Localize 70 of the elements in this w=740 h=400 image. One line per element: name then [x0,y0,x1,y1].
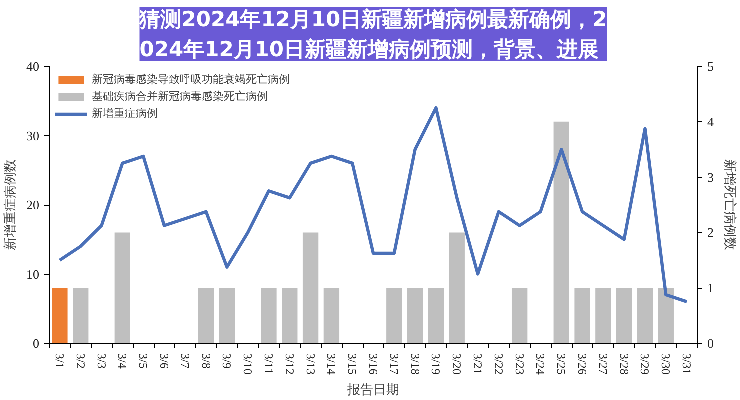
bar [52,288,68,344]
bar [574,288,590,344]
bar [449,232,465,344]
x-tick-label: 3/18 [408,354,422,375]
x-tick-label: 3/17 [387,354,402,375]
x-tick-label: 3/9 [220,354,234,369]
x-tick-label: 3/4 [116,354,130,369]
y-tick-label: 0 [33,336,40,351]
y2-tick-label: 3 [708,170,714,185]
x-tick-label: 3/10 [241,354,256,375]
y2-tick-label: 4 [708,114,714,130]
x-tick-label: 3/11 [262,354,276,374]
x-tick-label: 3/31 [680,354,694,375]
x-tick-label: 3/22 [492,354,506,375]
x-tick-label: 3/5 [136,354,151,369]
y2-axis-title: 新增死亡病例数 [722,160,738,250]
bar [219,288,236,344]
x-tick-label: 3/13 [304,354,318,375]
x-tick-label: 3/16 [366,354,380,375]
y-tick-label: 30 [26,128,40,144]
bar [407,288,424,344]
legend-label: 新冠病毒感染导致呼吸功能衰竭死亡病例 [92,72,290,87]
x-tick-label: 3/27 [596,354,610,375]
x-tick-label: 3/19 [429,354,444,375]
bar [386,288,402,344]
x-tick-label: 3/7 [178,354,192,369]
bar [596,288,612,344]
y2-tick-label: 2 [708,225,714,240]
x-tick-label: 3/15 [346,354,360,375]
bar [554,122,570,344]
y-tick-label: 10 [26,266,40,282]
x-tick-label: 3/12 [282,354,297,375]
bar [302,232,319,344]
bar [73,288,89,344]
bar [637,288,654,344]
x-tick-label: 3/20 [450,354,464,375]
x-tick-label: 3/8 [199,354,214,369]
x-tick-label: 3/25 [554,354,569,375]
x-tick-label: 3/30 [659,354,674,375]
bar [261,288,277,344]
bar [198,288,214,344]
bar [616,288,632,344]
bar [282,288,298,344]
legend-label: 新增重症病例 [92,106,158,121]
x-axis-title: 报告日期 [346,382,400,398]
bar [114,232,130,344]
bar [512,288,528,344]
line-series [58,106,689,304]
y2-tick-label: 1 [708,280,714,296]
y2-tick-label: 0 [708,336,714,351]
x-tick-label: 3/3 [94,354,109,369]
x-tick-label: 3/23 [512,354,527,375]
x-tick-label: 3/6 [157,354,172,369]
x-tick-label: 3/29 [638,354,652,375]
x-tick-label: 3/2 [74,354,88,369]
y-axis-title: 新增重症病例数 [4,160,18,250]
legend-label: 基础疾病合并新冠病毒感染死亡病例 [92,89,268,104]
y-tick-label: 20 [26,198,40,212]
chart-title: 猜测2024年12月10日新疆新增病例最新确例，2024年12月10日新疆新增病例预测，背景、进展 [138,8,608,62]
y2-tick-label: 5 [708,59,714,74]
x-tick-label: 3/14 [324,354,339,375]
bar [324,288,340,344]
x-tick-label: 3/24 [534,354,548,375]
x-tick-label: 3/1 [52,354,67,369]
x-tick-label: 3/21 [471,354,486,375]
bar [428,288,444,344]
bar [658,288,674,344]
x-tick-label: 3/28 [617,354,632,375]
x-tick-label: 3/26 [576,354,590,375]
y-tick-label: 40 [26,59,40,74]
